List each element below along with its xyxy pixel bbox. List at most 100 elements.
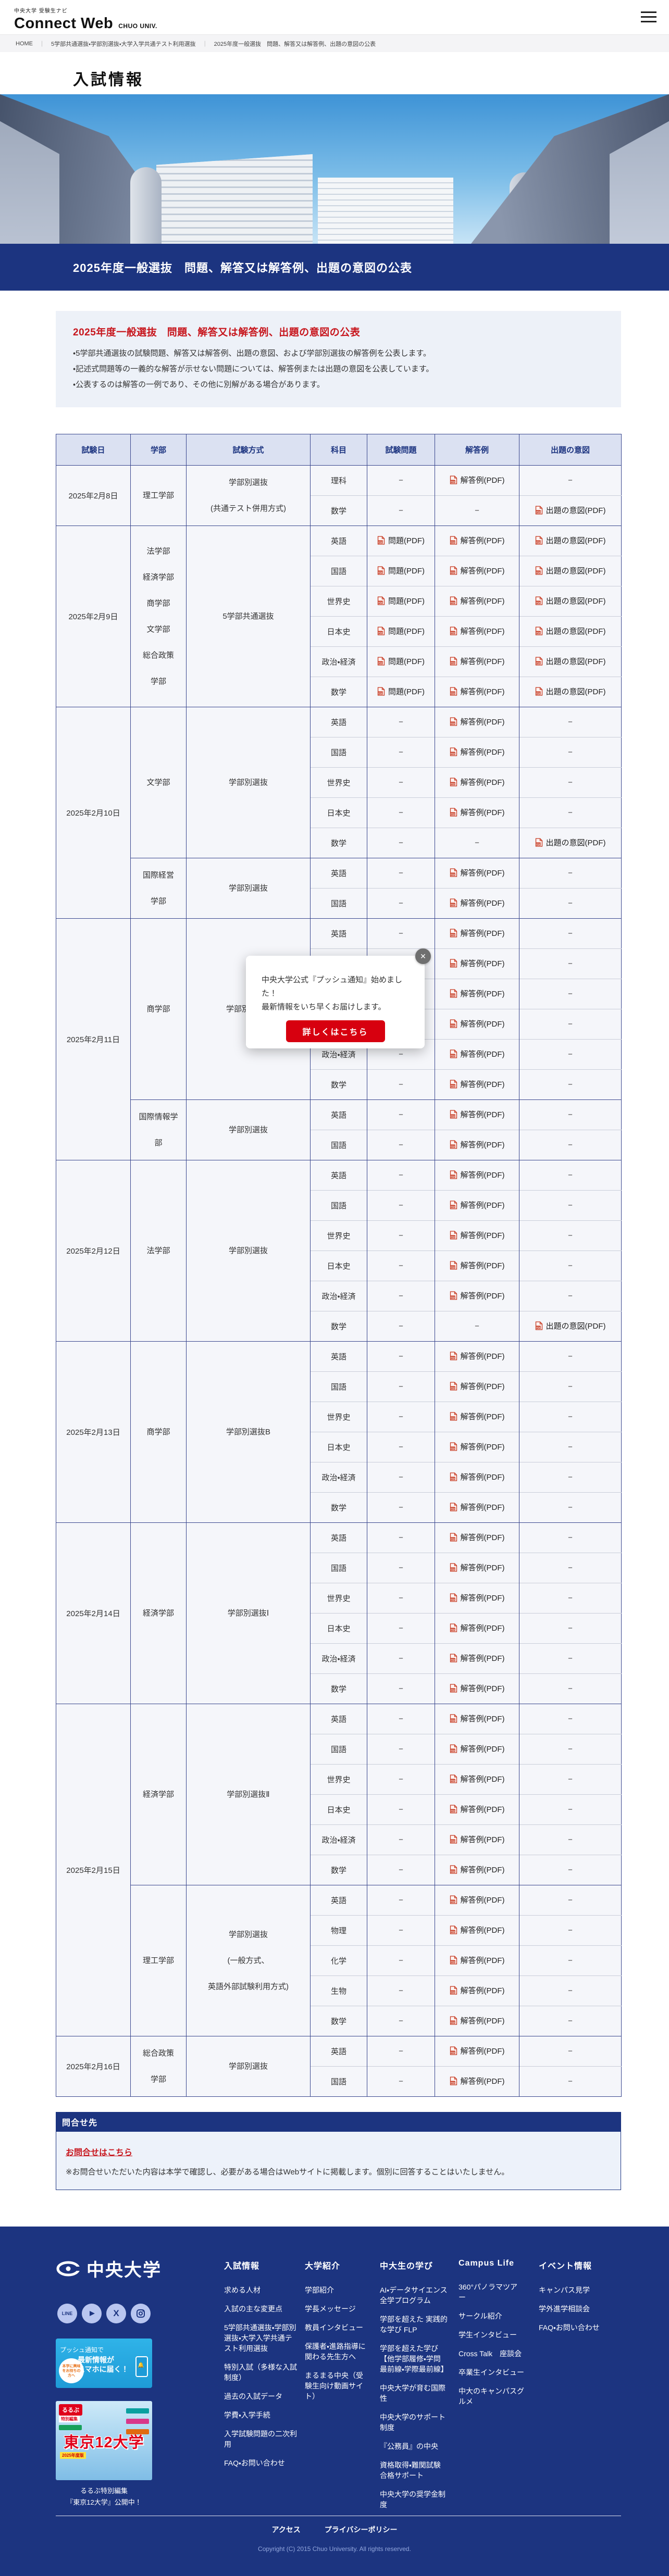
answer-pdf-link[interactable]: PDF 解答例(PDF) xyxy=(450,1441,505,1452)
footer-nav-link[interactable]: 入試の主な変更点 xyxy=(224,2305,282,2313)
answer-pdf-link[interactable]: PDF 解答例(PDF) xyxy=(450,1018,505,1029)
answer-pdf-link[interactable]: PDF 解答例(PDF) xyxy=(450,1290,505,1301)
footer-nav-link[interactable]: AI・データサイエンス全学プログラム xyxy=(380,2286,448,2305)
footer-nav-item[interactable]: サークル紹介 xyxy=(459,2311,524,2321)
footer-nav-item[interactable]: FAQ・お問い合わせ xyxy=(224,2458,297,2468)
answer-pdf-link[interactable]: PDF 解答例(PDF) xyxy=(450,626,505,636)
footer-nav-item[interactable]: 学生インタビュー xyxy=(459,2330,524,2340)
footer-bottom-link[interactable]: プライバシーポリシー xyxy=(324,2525,398,2534)
x-icon[interactable]: X xyxy=(106,2304,126,2323)
answer-pdf-link[interactable]: PDF 解答例(PDF) xyxy=(450,1804,505,1815)
answer-pdf-link[interactable]: PDF 解答例(PDF) xyxy=(450,1532,505,1543)
footer-nav-item[interactable]: 学長メッセージ xyxy=(305,2304,368,2314)
intent-pdf-link[interactable]: PDF 出題の意図(PDF) xyxy=(535,535,606,546)
footer-nav-link[interactable]: 学長メッセージ xyxy=(305,2305,356,2313)
inquiry-link[interactable]: お問合せはこちら xyxy=(66,2148,133,2157)
answer-pdf-link[interactable]: PDF 解答例(PDF) xyxy=(450,1592,505,1603)
popup-detail-button[interactable]: 詳しくはこちら xyxy=(286,1020,385,1042)
instagram-icon[interactable] xyxy=(131,2304,151,2323)
footer-nav-link[interactable]: 中央大学が育む国際性 xyxy=(380,2384,445,2403)
tokyo12-banner[interactable]: るるぶ 特別編集 東京12大学 2025年度版 xyxy=(56,2401,152,2480)
breadcrumb-item[interactable]: 5学部共通選抜・学部別選抜・大学入学共通テスト利用選抜 xyxy=(51,41,196,47)
footer-nav-item[interactable]: AI・データサイエンス全学プログラム xyxy=(380,2285,448,2306)
answer-pdf-link[interactable]: PDF 解答例(PDF) xyxy=(450,1471,505,1482)
hamburger-menu-icon[interactable] xyxy=(641,11,658,24)
footer-nav-link[interactable]: 資格取得・難関試験合格サポート xyxy=(380,2461,441,2480)
footer-nav-link[interactable]: 『公務員』の中央 xyxy=(380,2442,438,2450)
answer-pdf-link[interactable]: PDF 解答例(PDF) xyxy=(450,988,505,999)
answer-pdf-link[interactable]: PDF 解答例(PDF) xyxy=(450,716,505,727)
answer-pdf-link[interactable]: PDF 解答例(PDF) xyxy=(450,1230,505,1241)
footer-nav-item[interactable]: 特別入試（多様な入試制度） xyxy=(224,2362,297,2383)
answer-pdf-link[interactable]: PDF 解答例(PDF) xyxy=(450,897,505,908)
answer-pdf-link[interactable]: PDF 解答例(PDF) xyxy=(450,2045,505,2056)
footer-nav-item[interactable]: 中大のキャンパスグルメ xyxy=(459,2386,524,2407)
footer-nav-link[interactable]: 学部を超えた学び【他学部履修・学問最前線・学際最前線】 xyxy=(380,2344,448,2373)
footer-nav-item[interactable]: 『公務員』の中央 xyxy=(380,2441,448,2452)
answer-pdf-link[interactable]: PDF 解答例(PDF) xyxy=(450,1139,505,1150)
question-pdf-link[interactable]: PDF 問題(PDF) xyxy=(377,595,425,606)
question-pdf-link[interactable]: PDF 問題(PDF) xyxy=(377,535,425,546)
answer-pdf-link[interactable]: PDF 解答例(PDF) xyxy=(450,595,505,606)
intent-pdf-link[interactable]: PDF 出題の意図(PDF) xyxy=(535,686,606,697)
answer-pdf-link[interactable]: PDF 解答例(PDF) xyxy=(450,1864,505,1875)
footer-nav-link[interactable]: 学生インタビュー xyxy=(459,2331,517,2339)
answer-pdf-link[interactable]: PDF 解答例(PDF) xyxy=(450,1199,505,1210)
intent-pdf-link[interactable]: PDF 出題の意図(PDF) xyxy=(535,565,606,576)
footer-nav-item[interactable]: 学部を超えた 実践的な学び FLP xyxy=(380,2314,448,2335)
footer-nav-item[interactable]: 5学部共通選抜・学部別選抜・大学入学共通テスト利用選抜 xyxy=(224,2322,297,2354)
footer-nav-link[interactable]: 学費・入学手続 xyxy=(224,2411,270,2419)
footer-nav-item[interactable]: 求める人材 xyxy=(224,2285,297,2295)
answer-pdf-link[interactable]: PDF 解答例(PDF) xyxy=(450,1381,505,1392)
answer-pdf-link[interactable]: PDF 解答例(PDF) xyxy=(450,1743,505,1754)
answer-pdf-link[interactable]: PDF 解答例(PDF) xyxy=(450,535,505,546)
footer-nav-link[interactable]: 中央大学のサポート制度 xyxy=(380,2413,445,2432)
intent-pdf-link[interactable]: PDF 出題の意図(PDF) xyxy=(535,595,606,606)
footer-nav-item[interactable]: 卒業生インタビュー xyxy=(459,2367,524,2378)
site-logo[interactable]: 中央大学 受験生ナビ Connect Web CHUO UNIV. xyxy=(14,6,157,32)
intent-pdf-link[interactable]: PDF 出題の意図(PDF) xyxy=(535,626,606,636)
answer-pdf-link[interactable]: PDF 解答例(PDF) xyxy=(450,1079,505,1090)
breadcrumb-item[interactable]: HOME xyxy=(16,40,33,47)
answer-pdf-link[interactable]: PDF 解答例(PDF) xyxy=(450,1622,505,1633)
footer-nav-link[interactable]: 5学部共通選抜・学部別選抜・大学入学共通テスト利用選抜 xyxy=(224,2323,296,2353)
footer-logo[interactable]: 中央大学 xyxy=(56,2256,162,2281)
footer-nav-link[interactable]: 求める人材 xyxy=(224,2286,261,2294)
answer-pdf-link[interactable]: PDF 解答例(PDF) xyxy=(450,1350,505,1361)
intent-pdf-link[interactable]: PDF 出題の意図(PDF) xyxy=(535,837,606,848)
footer-nav-item[interactable]: 360°パノラマツアー xyxy=(459,2282,524,2303)
answer-pdf-link[interactable]: PDF 解答例(PDF) xyxy=(450,746,505,757)
answer-pdf-link[interactable]: PDF 解答例(PDF) xyxy=(450,1411,505,1422)
answer-pdf-link[interactable]: PDF 解答例(PDF) xyxy=(450,2015,505,2026)
answer-pdf-link[interactable]: PDF 解答例(PDF) xyxy=(450,1048,505,1059)
answer-pdf-link[interactable]: PDF 解答例(PDF) xyxy=(450,1169,505,1180)
footer-nav-link[interactable]: 特別入試（多様な入試制度） xyxy=(224,2363,297,2382)
footer-nav-link[interactable]: 入学試験問題の二次利用 xyxy=(224,2430,297,2448)
push-notification-banner[interactable]: プッシュ通知で 最新情報が スマホに届く！ 本学に興味をお持ちの方へ xyxy=(56,2339,152,2388)
footer-nav-item[interactable]: 学外進学相談会 xyxy=(539,2304,622,2314)
answer-pdf-link[interactable]: PDF 解答例(PDF) xyxy=(450,686,505,697)
footer-nav-item[interactable]: 入試の主な変更点 xyxy=(224,2304,297,2314)
footer-nav-link[interactable]: 学部紹介 xyxy=(305,2286,334,2294)
answer-pdf-link[interactable]: PDF 解答例(PDF) xyxy=(450,1924,505,1935)
intent-pdf-link[interactable]: PDF 出題の意図(PDF) xyxy=(535,505,606,516)
question-pdf-link[interactable]: PDF 問題(PDF) xyxy=(377,626,425,636)
footer-nav-item[interactable]: 中央大学の奨学金制度 xyxy=(380,2489,448,2510)
intent-pdf-link[interactable]: PDF 出題の意図(PDF) xyxy=(535,1320,606,1331)
answer-pdf-link[interactable]: PDF 解答例(PDF) xyxy=(450,867,505,878)
footer-nav-item[interactable]: まるまる中央（受験生向け動画サイト） xyxy=(305,2370,368,2402)
answer-pdf-link[interactable]: PDF 解答例(PDF) xyxy=(450,1683,505,1694)
footer-nav-item[interactable]: Cross Talk 座談会 xyxy=(459,2348,524,2359)
footer-nav-item[interactable]: 保護者・進路指導に関わる先生方へ xyxy=(305,2341,368,2362)
footer-nav-link[interactable]: 中大のキャンパスグルメ xyxy=(459,2387,524,2406)
answer-pdf-link[interactable]: PDF 解答例(PDF) xyxy=(450,1502,505,1512)
footer-nav-link[interactable]: 保護者・進路指導に関わる先生方へ xyxy=(305,2342,366,2361)
answer-pdf-link[interactable]: PDF 解答例(PDF) xyxy=(450,777,505,787)
footer-nav-link[interactable]: 学外進学相談会 xyxy=(539,2305,590,2313)
answer-pdf-link[interactable]: PDF 解答例(PDF) xyxy=(450,1955,505,1966)
answer-pdf-link[interactable]: PDF 解答例(PDF) xyxy=(450,1260,505,1271)
intent-pdf-link[interactable]: PDF 出題の意図(PDF) xyxy=(535,656,606,667)
line-icon[interactable]: LINE xyxy=(57,2304,77,2323)
answer-pdf-link[interactable]: PDF 解答例(PDF) xyxy=(450,474,505,485)
footer-nav-item[interactable]: 学費・入学手続 xyxy=(224,2410,297,2420)
